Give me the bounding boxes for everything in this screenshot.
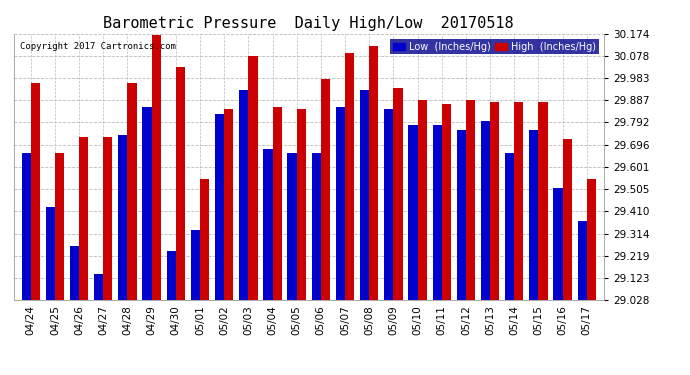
Bar (31, 84, 40, 300)
Bar (481, 121, 490, 300)
Bar (176, 67, 185, 300)
Bar (553, 188, 562, 300)
Bar (21, 153, 31, 300)
Bar (288, 153, 297, 300)
Bar (369, 46, 378, 300)
Bar (529, 130, 538, 300)
Legend: Low  (Inches/Hg), High  (Inches/Hg): Low (Inches/Hg), High (Inches/Hg) (391, 39, 599, 54)
Bar (104, 137, 112, 300)
Bar (239, 90, 248, 300)
Bar (190, 230, 200, 300)
Bar (345, 53, 354, 300)
Bar (215, 114, 224, 300)
Bar (336, 107, 345, 300)
Bar (79, 137, 88, 300)
Bar (166, 251, 176, 300)
Bar (442, 104, 451, 300)
Bar (118, 135, 128, 300)
Bar (408, 125, 417, 300)
Bar (273, 107, 282, 300)
Bar (142, 107, 152, 300)
Bar (152, 34, 161, 300)
Bar (55, 153, 64, 300)
Bar (514, 102, 524, 300)
Bar (433, 125, 442, 300)
Bar (538, 102, 548, 300)
Bar (70, 246, 79, 300)
Bar (384, 109, 393, 300)
Bar (393, 88, 402, 300)
Bar (360, 90, 369, 300)
Bar (248, 56, 257, 300)
Bar (466, 100, 475, 300)
Text: Copyright 2017 Cartronics.com: Copyright 2017 Cartronics.com (20, 42, 175, 51)
Bar (264, 148, 273, 300)
Bar (586, 179, 596, 300)
Bar (297, 109, 306, 300)
Bar (128, 84, 137, 300)
Bar (94, 274, 104, 300)
Title: Barometric Pressure  Daily High/Low  20170518: Barometric Pressure Daily High/Low 20170… (104, 16, 514, 31)
Bar (417, 100, 426, 300)
Bar (490, 102, 500, 300)
Bar (224, 109, 233, 300)
Bar (312, 153, 321, 300)
Bar (457, 130, 466, 300)
Bar (200, 179, 209, 300)
Bar (46, 207, 55, 300)
Bar (578, 220, 586, 300)
Bar (321, 79, 330, 300)
Bar (562, 139, 572, 300)
Bar (505, 153, 514, 300)
